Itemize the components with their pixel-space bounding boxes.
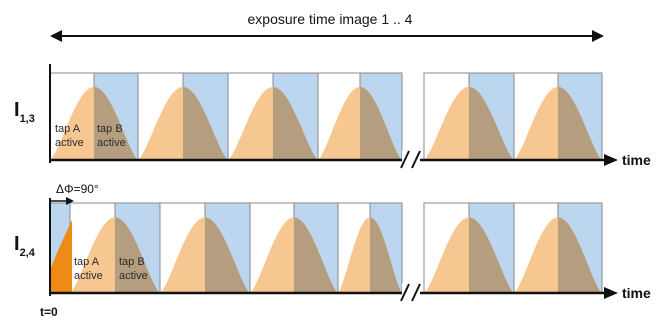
row1-pulse-overlap xyxy=(94,86,138,160)
row2-pulse-train xyxy=(49,202,603,294)
row1-tap-a-line2: active xyxy=(55,137,84,149)
row1-frame-pair xyxy=(137,72,229,161)
row2-frame-pair xyxy=(159,202,251,294)
row1-time-label: time xyxy=(622,152,651,168)
row2-pulse-overlap xyxy=(205,217,250,293)
row2-time-label: time xyxy=(622,285,651,301)
row2-start-ramp xyxy=(50,220,72,293)
row2-label: I2,4 xyxy=(14,233,36,259)
row2-frame-pair xyxy=(423,202,515,294)
row1-pulse-overlap xyxy=(360,86,402,160)
row2-tap-a-line2: active xyxy=(74,270,103,282)
diagram-title: exposure time image 1 .. 4 xyxy=(248,11,413,27)
row1-pulse-overlap xyxy=(183,86,228,160)
row2-frame-pair xyxy=(513,202,603,294)
phase-shift-label: ΔΦ=90° xyxy=(56,182,99,196)
row2-frame-pair xyxy=(337,202,403,294)
row2-label-main: I xyxy=(14,233,20,255)
row2-frame-pair xyxy=(249,202,339,294)
row1-tap-b-line1: tap B xyxy=(97,123,123,135)
exposure-span-arrow xyxy=(50,30,604,42)
row1-label-main: I xyxy=(14,99,20,121)
row1-frame-pair xyxy=(317,72,403,161)
row1-pulse-train xyxy=(49,72,603,161)
row2-frame-pair xyxy=(69,202,161,294)
origin-label: t=0 xyxy=(40,305,58,319)
row2-pulse-overlap xyxy=(469,217,514,293)
row1-tap-b-line2: active xyxy=(97,137,126,149)
row2-label-sub: 2,4 xyxy=(20,247,36,259)
row1-pulse-overlap xyxy=(558,86,602,160)
row1-frame-pair xyxy=(423,72,515,161)
row1-frame-pair xyxy=(513,72,603,161)
row1-tap-a-line1: tap A xyxy=(55,123,81,135)
row2-tap-b-line2: active xyxy=(119,270,148,282)
row1-frame-pair xyxy=(227,72,319,161)
row2-axes xyxy=(49,198,618,303)
row2-tap-b-line1: tap B xyxy=(119,256,145,268)
row2-pulse-overlap xyxy=(370,217,402,293)
row1-pulse-overlap xyxy=(469,86,514,160)
row2-tap-a-line1: tap A xyxy=(74,256,100,268)
row1-axes xyxy=(49,64,618,170)
row2-pulse-overlap xyxy=(558,217,602,293)
row1-pulse-overlap xyxy=(273,86,318,160)
row2-pulse-overlap xyxy=(115,217,160,293)
row2-pulse-overlap xyxy=(294,217,338,293)
row1-label: I1,3 xyxy=(14,99,35,125)
row1-label-sub: 1,3 xyxy=(20,113,35,125)
phase-shift-arrow xyxy=(50,197,74,205)
